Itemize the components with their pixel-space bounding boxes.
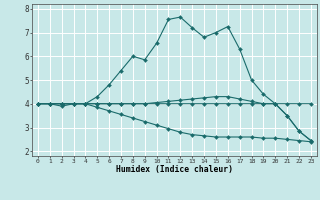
X-axis label: Humidex (Indice chaleur): Humidex (Indice chaleur): [116, 165, 233, 174]
